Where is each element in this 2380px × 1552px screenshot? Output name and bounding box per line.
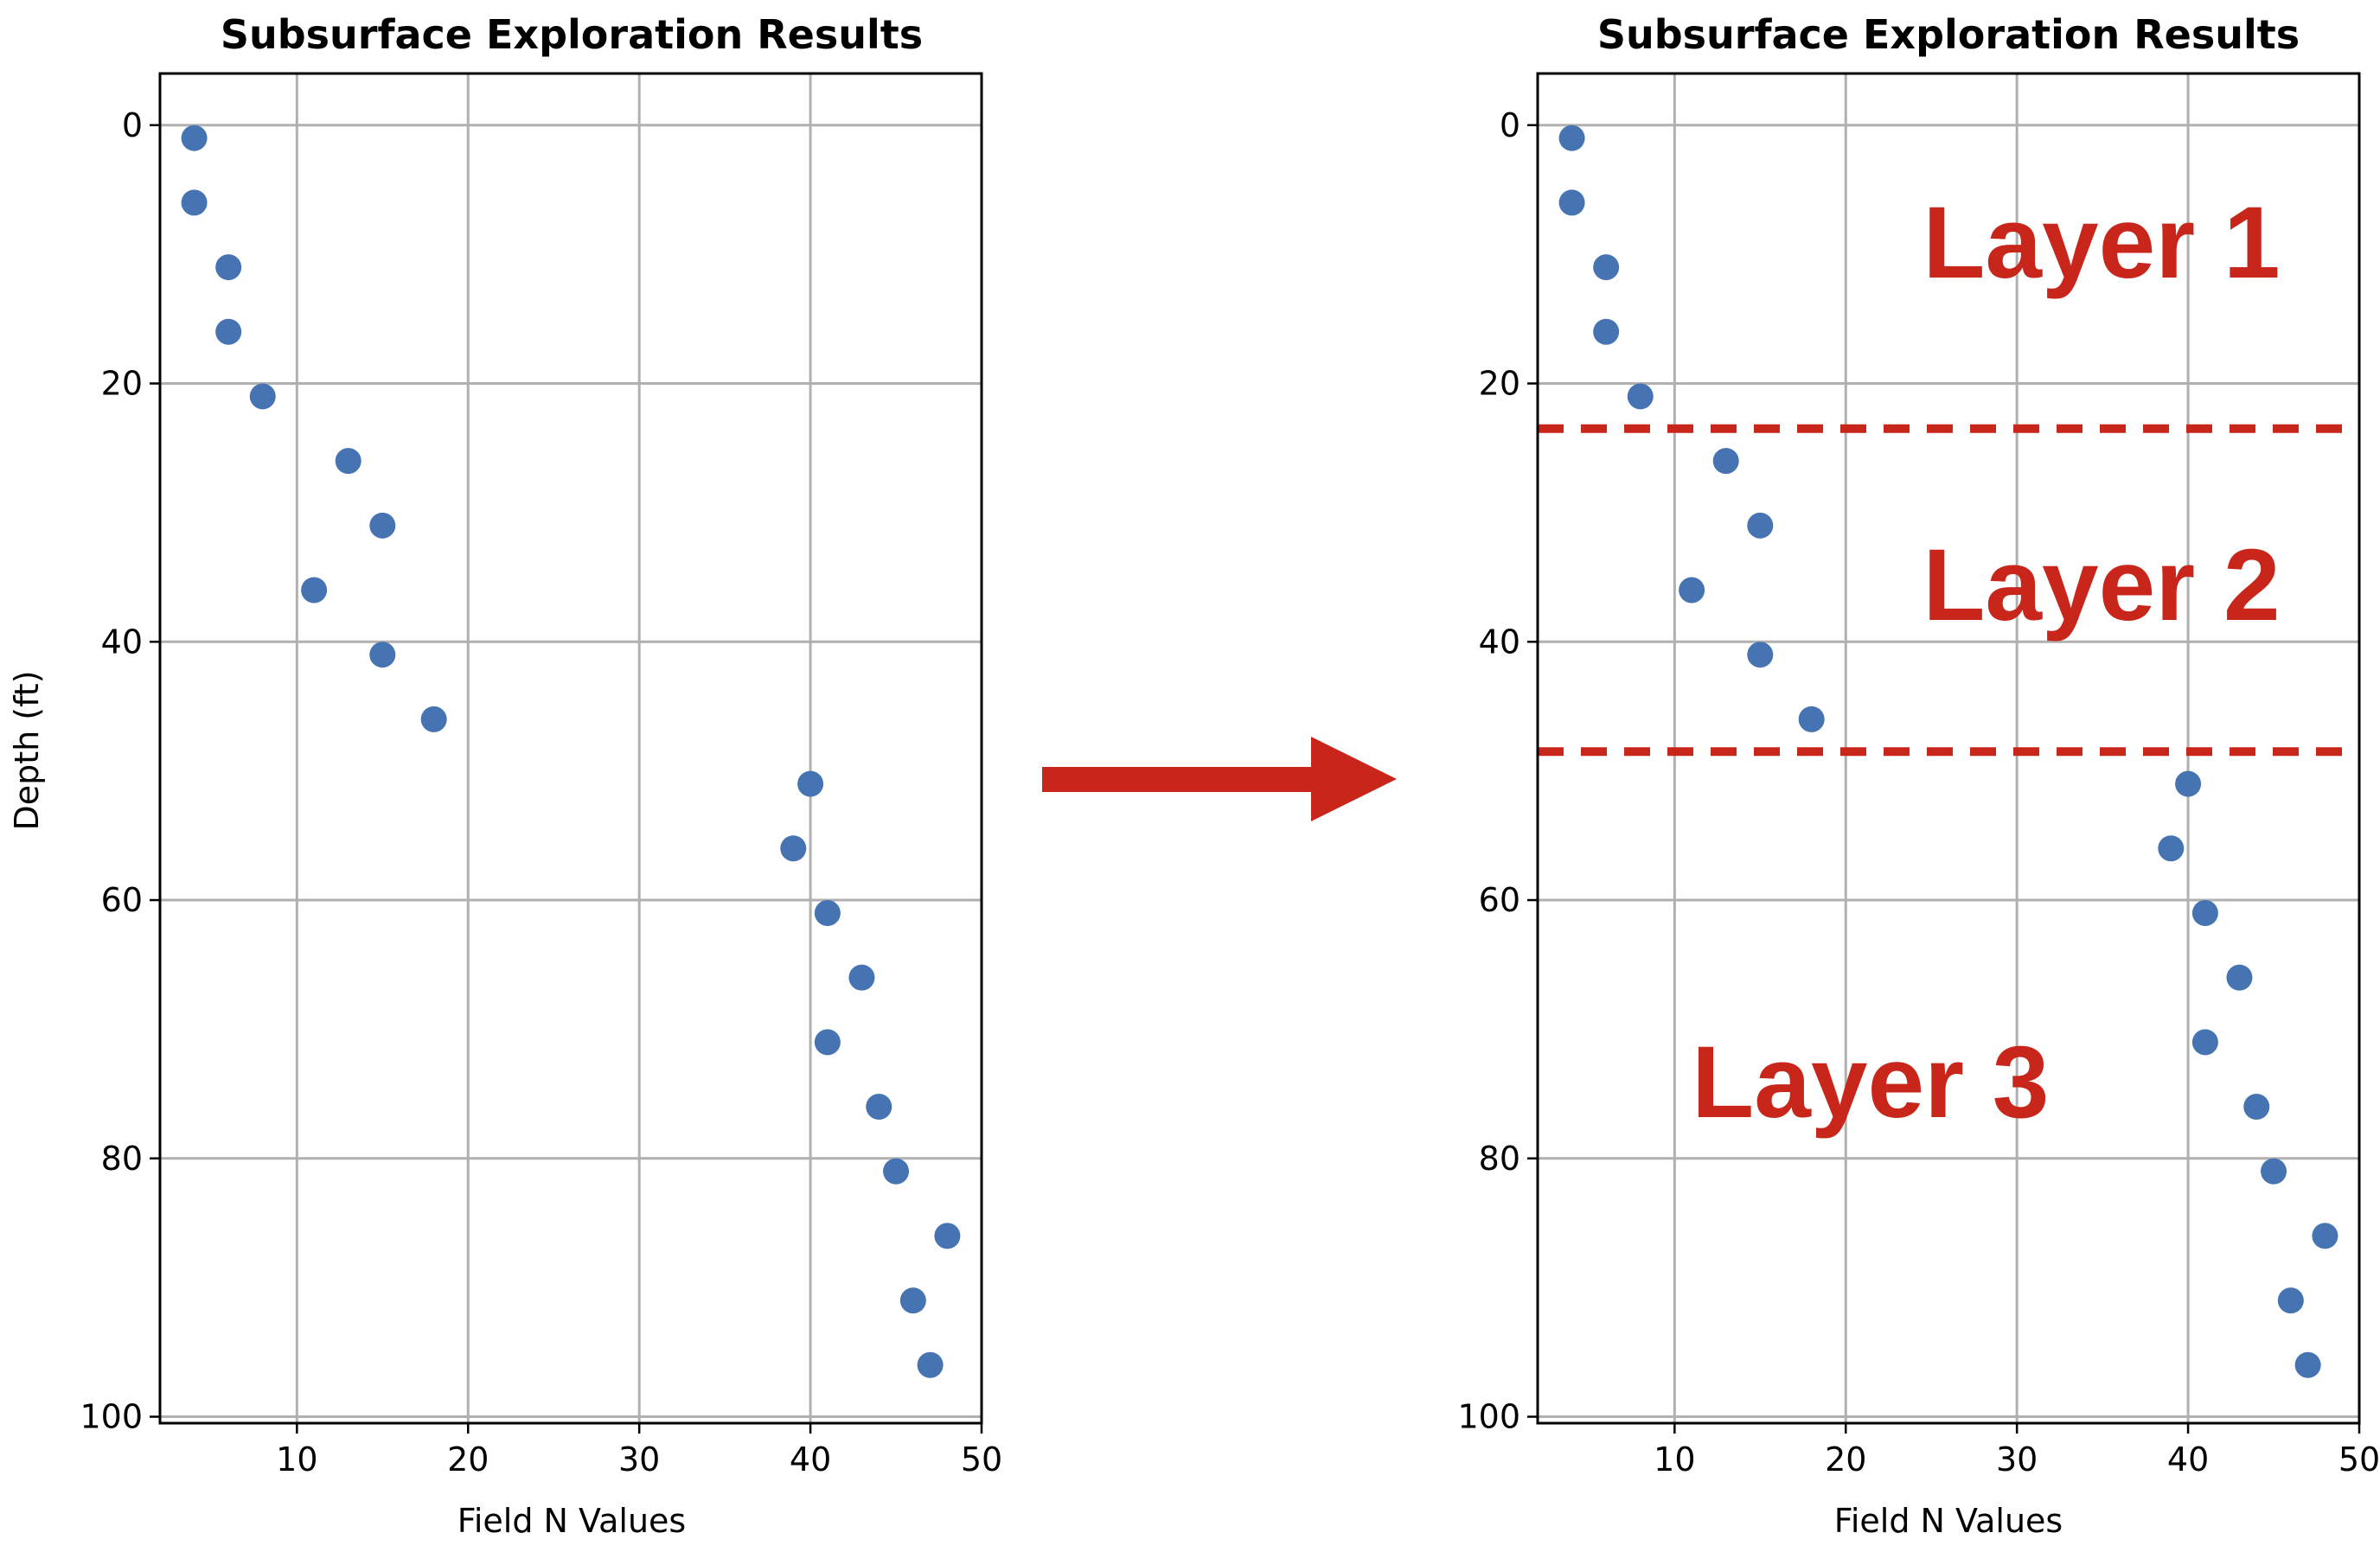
arrow-head [1311,737,1397,821]
y-tick-label: 60 [101,881,143,919]
data-point [215,254,242,281]
data-point [369,512,396,539]
data-point [899,1287,926,1314]
data-point [866,1094,892,1121]
x-axis-label: Field N Values [1834,1502,2063,1540]
data-point [1679,577,1705,604]
data-points [1558,125,2338,1378]
layer-label: Layer 1 [1923,186,2280,300]
y-tick-label: 40 [101,623,143,661]
y-tick-label: 20 [1479,365,1520,403]
arrow [1042,737,1397,821]
x-ticks: 10 20 30 40 50 [1654,1423,2380,1479]
y-tick-label: 80 [1479,1140,1520,1178]
data-point [814,1029,841,1056]
x-ticks: 10 20 30 40 50 [276,1423,1002,1479]
data-point [369,642,396,668]
data-point [2191,1029,2218,1056]
data-point [420,706,447,732]
data-point [335,448,361,475]
chart-title: Subsurface Exploration Results [1597,11,2300,58]
x-tick-label: 40 [790,1440,831,1479]
data-point [2191,899,2218,926]
y-ticks: 0 20 40 60 80 100 [80,106,160,1436]
data-point [2175,770,2202,797]
x-tick-label: 40 [2167,1440,2209,1479]
x-tick-label: 30 [618,1440,660,1479]
data-point [2312,1223,2338,1249]
left-chart: Subsurface Exploration Results 10 20 30 40 5… [8,11,1002,1540]
data-point [883,1158,910,1185]
y-tick-label: 0 [122,106,143,144]
x-tick-label: 20 [447,1440,489,1479]
data-point [2294,1351,2321,1378]
data-point [1747,642,1774,668]
data-point [1593,254,1620,281]
data-points [181,125,961,1378]
data-point [1712,448,1739,475]
y-tick-label: 80 [101,1140,143,1178]
arrow-shaft [1042,767,1321,792]
data-point [301,577,328,604]
data-point [2261,1158,2287,1185]
data-point [2243,1094,2270,1121]
plot-frame [1536,72,2361,1425]
y-tick-label: 60 [1479,881,1520,919]
x-axis-label: Field N Values [457,1502,686,1540]
data-point [848,964,875,991]
data-point [249,383,276,410]
data-point [2277,1287,2304,1314]
data-point [780,835,807,862]
x-tick-label: 50 [2338,1440,2380,1479]
data-point [797,770,824,797]
y-tick-label: 100 [80,1398,143,1436]
data-point [181,189,208,216]
y-ticks: 0 20 40 60 80 100 [1457,106,1538,1436]
data-point [1558,125,1585,151]
data-point [1558,189,1585,216]
plot-frame [158,72,983,1425]
y-axis-label: Depth (ft) [8,670,46,830]
x-tick-label: 20 [1825,1440,1866,1479]
data-point [917,1351,944,1378]
data-point [1798,706,1825,732]
data-point [181,125,208,151]
layer-label: Layer 2 [1923,528,2280,642]
x-tick-label: 50 [961,1440,1002,1479]
grid-lines [160,73,983,1423]
data-point [215,318,242,345]
x-tick-label: 10 [276,1440,317,1479]
data-point [2158,835,2185,862]
x-tick-label: 10 [1654,1440,1695,1479]
layer-labels: Layer 1 Layer 2 Layer 3 [1692,186,2280,1140]
y-tick-label: 100 [1457,1398,1520,1436]
layer-boundaries [1538,424,2359,757]
data-point [2226,964,2253,991]
y-tick-label: 40 [1479,623,1520,661]
data-point [1627,383,1654,410]
y-tick-label: 20 [101,365,143,403]
data-point [934,1223,961,1249]
layer-label: Layer 3 [1692,1025,2049,1140]
data-point [1747,512,1774,539]
data-point [814,899,841,926]
x-tick-label: 30 [1996,1440,2038,1479]
data-point [1593,318,1620,345]
right-chart: Subsurface Exploration Results 10 20 30 40 5… [1457,11,2380,1540]
y-tick-label: 0 [1500,106,1520,144]
chart-title: Subsurface Exploration Results [221,11,923,58]
